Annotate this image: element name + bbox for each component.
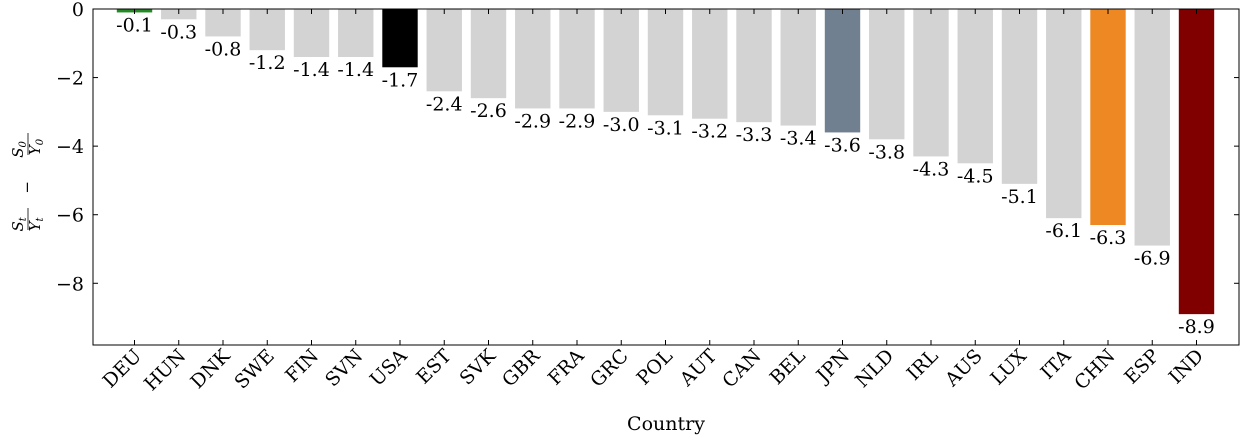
bar-ind — [1178, 9, 1215, 315]
data-label-chn: -6.3 — [1090, 227, 1127, 249]
data-label-dnk: -0.8 — [205, 38, 242, 60]
data-label-aut: -3.2 — [691, 121, 728, 143]
bar-jpn — [824, 9, 861, 133]
data-label-est: -2.4 — [426, 93, 463, 115]
data-label-pol: -3.1 — [647, 117, 684, 139]
data-label-esp: -6.9 — [1134, 248, 1171, 270]
bar-svk — [470, 9, 507, 99]
bar-bel — [780, 9, 816, 126]
x-tick-label-pol: POL — [632, 345, 677, 390]
data-label-nld: -3.8 — [868, 141, 905, 163]
bar-labels-group: -0.1 -0.3 -0.8 -1.2 -1.4 -1.4 -1.7 -2.4 -2.6 -2.9… — [116, 14, 1215, 338]
svg-text:St Yt − S0: St Yt − S0 Y0 — [9, 136, 47, 231]
data-label-bel: -3.4 — [780, 128, 817, 150]
x-tick-label-grc: GRC — [586, 345, 633, 392]
x-tick-label-nld: NLD — [851, 345, 898, 392]
x-tick-label-gbr: GBR — [498, 344, 545, 391]
data-label-gbr: -2.9 — [514, 110, 551, 132]
data-label-svn: -1.4 — [337, 59, 374, 81]
ylabel-sub1: t — [18, 216, 29, 221]
x-tick-label-deu: DEU — [99, 345, 146, 392]
data-label-svk: -2.6 — [470, 100, 507, 122]
bar-can — [736, 9, 772, 123]
bar-aus — [957, 9, 993, 164]
x-tick-label-fra: FRA — [544, 345, 589, 390]
bar-pol — [647, 9, 684, 116]
ylabel-dsub1: t — [35, 216, 46, 221]
ylabel-minus: − — [18, 181, 36, 194]
x-tick-label-esp: ESP — [1120, 345, 1164, 389]
bar-gbr — [515, 9, 551, 109]
bar-fra — [559, 9, 595, 109]
x-tick-label-irl: IRL — [903, 345, 943, 385]
data-label-deu: -0.1 — [116, 14, 153, 36]
bar-grc — [603, 9, 639, 112]
x-tick-label-ita: ITA — [1036, 345, 1075, 384]
data-label-hun: -0.3 — [160, 21, 197, 43]
data-label-ita: -6.1 — [1045, 220, 1082, 242]
ylabel-sub2: 0 — [18, 140, 29, 147]
data-label-ind: -8.9 — [1178, 316, 1215, 338]
x-tick-label-ind: IND — [1165, 345, 1208, 388]
x-tick-label-fin: FIN — [281, 345, 323, 387]
ylabel-num2: S — [9, 147, 27, 157]
x-tick-label-bel: BEL — [766, 345, 810, 389]
data-label-lux: -5.1 — [1001, 186, 1038, 208]
x-tick-label-svn: SVN — [321, 345, 367, 391]
y-tick-label: −2 — [56, 68, 84, 90]
bar-lux — [1001, 9, 1038, 184]
ylabel-dsub2: 0 — [35, 138, 46, 145]
bar-aut — [692, 9, 728, 119]
data-label-swe: -1.2 — [249, 52, 286, 74]
x-tick-label-dnk: DNK — [186, 344, 235, 393]
bar-swe — [249, 9, 285, 51]
data-label-irl: -4.3 — [913, 158, 950, 180]
bar-usa — [382, 9, 418, 68]
x-tick-label-aus: AUS — [940, 345, 986, 391]
y-tick-label: −8 — [56, 273, 84, 295]
data-label-aus: -4.5 — [957, 165, 994, 187]
bar-est — [426, 9, 462, 92]
x-tick-label-swe: SWE — [230, 345, 278, 393]
y-axis-ticks: 0 −2 −4 −6 −8 — [56, 0, 1239, 295]
data-label-grc: -3.0 — [603, 114, 640, 136]
bar-irl — [913, 9, 949, 157]
data-label-fin: -1.4 — [293, 59, 330, 81]
x-tick-label-hun: HUN — [140, 345, 190, 395]
bar-esp — [1134, 9, 1170, 246]
y-tick-label: −4 — [56, 136, 84, 158]
ylabel-num1: S — [9, 221, 27, 231]
data-label-can: -3.3 — [736, 124, 773, 146]
x-tick-label-can: CAN — [718, 345, 765, 392]
bar-svn — [338, 9, 374, 57]
ylabel-den2: Y — [26, 143, 44, 155]
x-axis-title: Country — [627, 413, 705, 435]
x-tick-label-jpn: JPN — [811, 345, 854, 388]
x-tick-label-chn: CHN — [1070, 345, 1119, 394]
bars-group — [116, 9, 1215, 315]
x-tick-label-est: EST — [412, 345, 456, 389]
ylabel-den1: Y — [26, 219, 44, 231]
y-tick-label: 0 — [72, 0, 84, 21]
x-tick-label-usa: USA — [366, 345, 412, 391]
data-label-usa: -1.7 — [382, 69, 419, 91]
bar-chn — [1090, 9, 1126, 225]
bar-nld — [869, 9, 905, 140]
bar-hun — [161, 9, 197, 20]
y-axis-title: St Yt − S0 Y0 — [9, 133, 47, 232]
x-tick-label-lux: LUX — [986, 345, 1031, 390]
bar-ita — [1046, 9, 1082, 219]
y-tick-label: −6 — [56, 205, 84, 227]
x-tick-label-aut: AUT — [675, 345, 721, 391]
plot-area: -0.1 -0.3 -0.8 -1.2 -1.4 -1.4 -1.7 -2.4 -2.6 -2.9… — [56, 0, 1240, 395]
data-label-fra: -2.9 — [559, 110, 596, 132]
data-label-jpn: -3.6 — [824, 134, 861, 156]
x-tick-label-svk: SVK — [456, 344, 501, 389]
bar-fin — [293, 9, 330, 57]
